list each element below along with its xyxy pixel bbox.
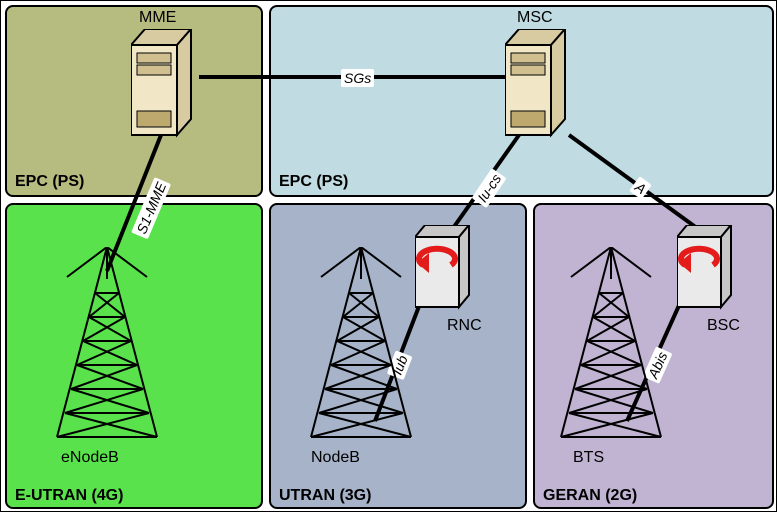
region-label-geran: GERAN (2G) (543, 487, 637, 505)
diagram-stage: SGs S1-MME Iu-cs A Iub Abis (0, 0, 777, 512)
region-label-epc-right: EPC (PS) (279, 173, 348, 191)
node-enodeb (47, 247, 167, 447)
node-label-rnc: RNC (447, 317, 482, 335)
node-nodeb (301, 247, 421, 447)
node-bsc (677, 225, 737, 301)
region-label-eutran: E-UTRAN (4G) (15, 487, 123, 505)
node-rnc (415, 225, 475, 301)
node-label-enodeb: eNodeB (61, 449, 119, 467)
link-label-sgs: SGs (341, 69, 374, 87)
node-msc (505, 29, 579, 139)
node-label-msc: MSC (517, 9, 553, 27)
region-label-utran: UTRAN (3G) (279, 487, 371, 505)
region-label-epc-left: EPC (PS) (15, 173, 84, 191)
node-label-bsc: BSC (707, 317, 740, 335)
node-mme (131, 29, 205, 139)
node-label-nodeb: NodeB (311, 449, 360, 467)
node-label-mme: MME (139, 9, 176, 27)
node-label-bts: BTS (573, 449, 604, 467)
node-bts (551, 247, 671, 447)
